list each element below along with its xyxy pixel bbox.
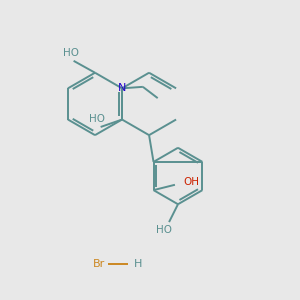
Text: N: N: [118, 83, 126, 93]
Text: Br: Br: [93, 260, 105, 269]
Text: H: H: [134, 260, 142, 269]
Text: OH: OH: [183, 177, 199, 188]
Text: HO: HO: [89, 114, 105, 124]
Text: HO: HO: [63, 47, 79, 58]
Text: HO: HO: [156, 225, 172, 236]
